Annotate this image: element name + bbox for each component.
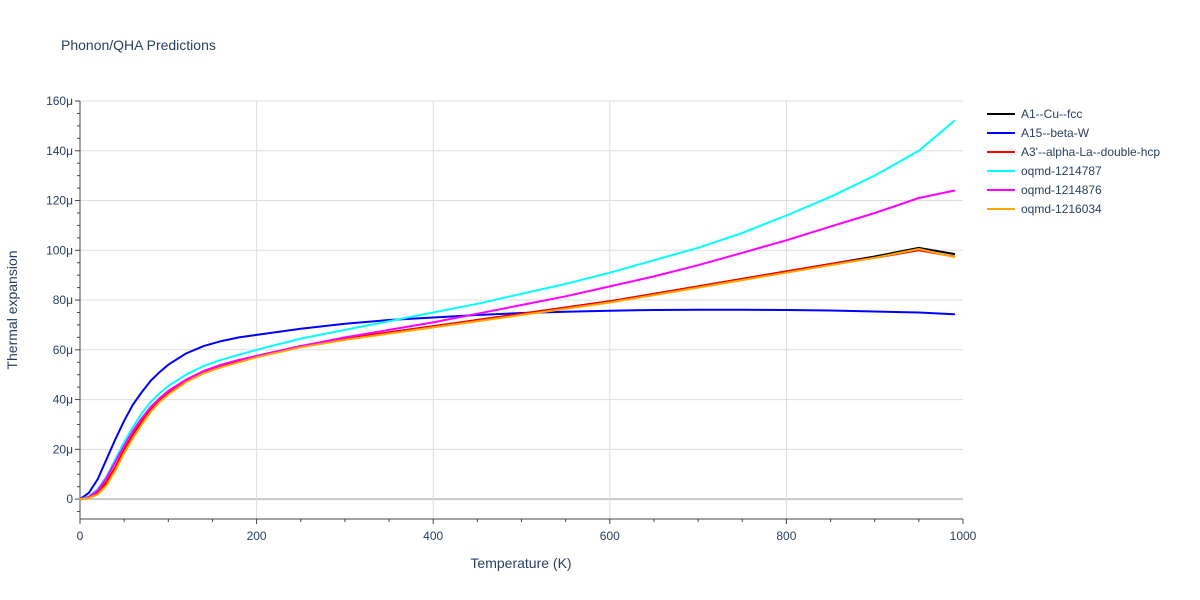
series-line-1[interactable] [79,246,956,501]
y-tick-label: 0 [66,492,73,506]
y-tick-label: 60μ [53,343,73,357]
y-tick-label: 20μ [53,442,73,456]
legend-item[interactable]: A1--Cu--fcc [987,107,1082,121]
legend-label: A15--beta-W [1021,126,1090,140]
x-axis-ticks: 0 200 400 600 800 1000 [77,519,977,543]
legend-label: oqmd-1216034 [1021,202,1102,216]
chart-title: Phonon/QHA Predictions [61,37,216,53]
y-tick-label: 160μ [46,94,73,108]
x-tick-label: 0 [77,529,84,543]
series-line-2[interactable] [79,308,956,501]
y-axis-title: Thermal expansion [4,250,20,369]
y-axis-ticks: 0 20μ 40μ 60μ 80μ 100μ 120μ 140μ 160μ [46,94,80,513]
y-tick-label: 120μ [46,194,73,208]
plot-area[interactable] [79,119,956,501]
x-tick-label: 200 [247,529,267,543]
y-tick-label: 100μ [46,243,73,257]
series-line-4[interactable] [79,119,956,501]
x-tick-label: 400 [423,529,443,543]
legend-label: A3'--alpha-La--double-hcp [1021,145,1160,159]
x-tick-label: 1000 [950,529,977,543]
legend-label: oqmd-1214787 [1021,164,1102,178]
legend-label: oqmd-1214876 [1021,183,1102,197]
series-line-3[interactable] [79,249,956,501]
x-tick-label: 600 [600,529,620,543]
y-tick-label: 140μ [46,144,73,158]
legend-label: A1--Cu--fcc [1021,107,1082,121]
legend-item[interactable]: A15--beta-W [987,126,1090,140]
y-tick-label: 40μ [53,393,73,407]
legend-item[interactable]: oqmd-1214787 [987,164,1102,178]
legend[interactable]: A1--Cu--fcc A15--beta-W A3'--alpha-La--dou… [987,107,1160,216]
legend-item[interactable]: oqmd-1216034 [987,202,1102,216]
x-axis-title: Temperature (K) [470,555,571,571]
series-line-6[interactable] [79,248,956,501]
legend-item[interactable]: oqmd-1214876 [987,183,1102,197]
series-line-5[interactable] [79,189,956,501]
legend-item[interactable]: A3'--alpha-La--double-hcp [987,145,1160,159]
y-tick-label: 80μ [53,293,73,307]
x-tick-label: 800 [776,529,796,543]
